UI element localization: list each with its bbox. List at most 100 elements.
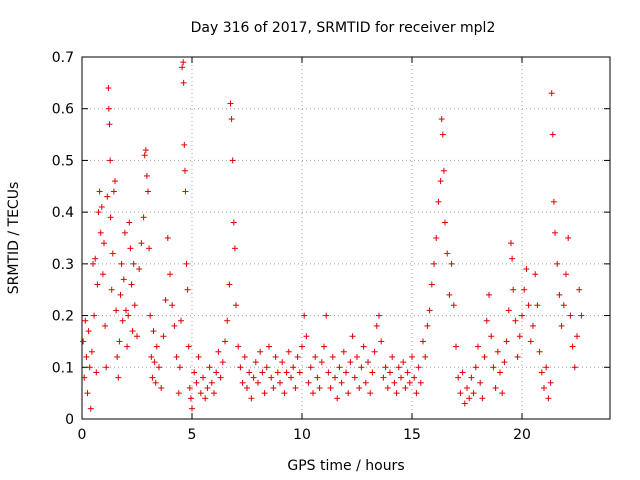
data-point: [438, 116, 445, 123]
data-point: [119, 317, 126, 324]
data-point: [530, 322, 536, 329]
x-tick-label: 20: [513, 427, 531, 443]
data-point: [545, 395, 552, 402]
data-point: [578, 312, 585, 319]
data-point: [347, 359, 354, 366]
data-point: [527, 338, 534, 345]
data-point: [182, 188, 189, 195]
data-point: [459, 369, 466, 376]
data-point: [354, 353, 360, 360]
data-point: [248, 395, 255, 402]
data-point: [543, 364, 550, 371]
data-point: [378, 338, 385, 345]
data-point: [149, 374, 156, 381]
data-point: [479, 395, 486, 402]
data-point: [108, 286, 115, 293]
data-point: [270, 384, 277, 391]
data-point: [187, 395, 194, 402]
data-point: [129, 328, 136, 335]
data-point: [226, 281, 233, 288]
data-point: [470, 390, 477, 397]
data-point: [202, 395, 209, 402]
data-point: [96, 188, 103, 195]
data-point: [169, 302, 176, 309]
data-point: [327, 384, 334, 391]
data-point: [219, 359, 226, 366]
data-point: [189, 405, 195, 412]
data-point: [84, 390, 91, 397]
data-point: [143, 172, 150, 179]
data-point: [131, 302, 138, 309]
data-point: [208, 379, 215, 386]
data-point: [167, 271, 173, 278]
data-point: [505, 307, 512, 314]
data-point: [305, 379, 312, 386]
data-point: [90, 260, 96, 267]
data-point: [274, 369, 281, 376]
data-point: [439, 131, 446, 138]
data-point: [160, 333, 167, 340]
axis-ticks: 0 5 10 15 20 0 0.1 0.2 0.3 0.4 0.5 0.6 0.7: [52, 50, 610, 443]
data-point: [503, 338, 510, 345]
data-point: [94, 281, 101, 288]
y-tick-label: 0.1: [52, 360, 74, 376]
data-point: [422, 353, 429, 360]
y-tick-label: 0.7: [52, 50, 74, 66]
data-point: [127, 245, 134, 252]
data-point: [213, 369, 220, 376]
data-point: [442, 219, 448, 226]
data-point: [148, 353, 155, 360]
data-point: [164, 235, 171, 241]
data-point: [420, 338, 426, 345]
data-point: [97, 229, 104, 236]
grid-lines: [82, 57, 610, 419]
x-tick-label: 0: [78, 427, 87, 443]
data-point: [384, 384, 391, 391]
data-point: [501, 359, 508, 366]
data-point: [556, 291, 563, 298]
data-point: [455, 374, 462, 381]
data-point: [184, 286, 191, 293]
data-point: [512, 317, 519, 324]
data-point: [351, 374, 358, 381]
data-point: [415, 364, 422, 371]
data-point: [227, 100, 234, 107]
data-point: [464, 384, 470, 391]
data-point: [472, 364, 479, 371]
data-point: [497, 369, 503, 376]
data-point: [145, 188, 151, 195]
data-point: [95, 209, 102, 216]
data-point: [499, 390, 506, 397]
data-point: [147, 312, 154, 319]
data-point: [246, 369, 253, 376]
data-point: [428, 281, 435, 288]
data-point: [318, 359, 325, 366]
data-point: [450, 302, 457, 309]
data-point: [466, 395, 473, 402]
data-point: [301, 312, 308, 319]
data-point: [367, 390, 374, 397]
data-point: [151, 359, 158, 366]
data-point: [510, 286, 517, 293]
data-point: [120, 276, 127, 283]
y-tick-label: 0.3: [52, 257, 74, 273]
data-point: [105, 85, 112, 92]
data-point: [547, 379, 554, 386]
data-point: [413, 390, 420, 397]
data-point: [398, 374, 404, 381]
data-point: [123, 307, 129, 314]
data-point: [277, 379, 283, 386]
data-point: [173, 353, 180, 360]
data-point: [191, 369, 198, 376]
data-point: [181, 167, 188, 174]
data-point: [124, 343, 131, 350]
data-point: [426, 307, 433, 314]
data-point: [193, 379, 200, 386]
data-point: [204, 384, 211, 391]
data-point: [490, 364, 497, 371]
data-point: [288, 374, 294, 381]
data-point: [197, 390, 204, 397]
data-point: [549, 131, 556, 138]
data-point: [241, 353, 248, 360]
